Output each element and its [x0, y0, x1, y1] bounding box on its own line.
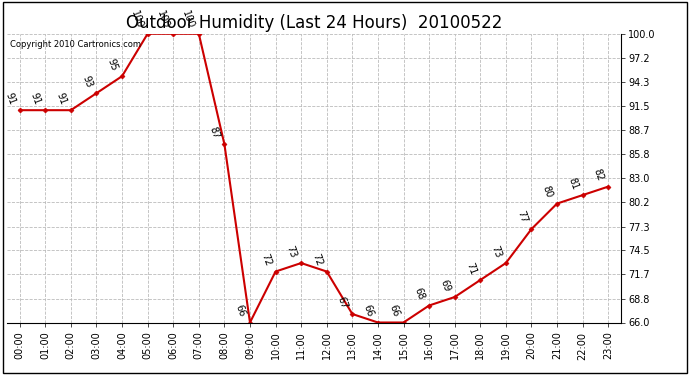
- Text: 82: 82: [592, 167, 605, 183]
- Text: 100: 100: [155, 9, 170, 30]
- Text: 66: 66: [362, 303, 375, 318]
- Text: 100: 100: [129, 9, 145, 30]
- Text: Copyright 2010 Cartronics.com: Copyright 2010 Cartronics.com: [10, 39, 141, 48]
- Text: 77: 77: [515, 210, 529, 225]
- Text: 91: 91: [3, 91, 17, 106]
- Text: 93: 93: [80, 74, 94, 89]
- Text: 67: 67: [336, 295, 350, 310]
- Text: 100: 100: [180, 9, 196, 30]
- Text: 91: 91: [55, 91, 68, 106]
- Text: 66: 66: [387, 303, 401, 318]
- Text: 71: 71: [464, 261, 477, 276]
- Text: 72: 72: [259, 252, 273, 267]
- Text: 73: 73: [285, 244, 298, 259]
- Text: 80: 80: [541, 184, 554, 200]
- Text: 87: 87: [208, 125, 221, 140]
- Text: 91: 91: [29, 91, 43, 106]
- Text: 73: 73: [489, 244, 503, 259]
- Text: 81: 81: [566, 176, 580, 191]
- Title: Outdoor Humidity (Last 24 Hours)  20100522: Outdoor Humidity (Last 24 Hours) 2010052…: [126, 14, 502, 32]
- Text: 95: 95: [106, 57, 119, 72]
- Text: 68: 68: [413, 286, 426, 302]
- Text: 66: 66: [234, 303, 247, 318]
- Text: 69: 69: [438, 278, 452, 293]
- Text: 72: 72: [310, 252, 324, 267]
